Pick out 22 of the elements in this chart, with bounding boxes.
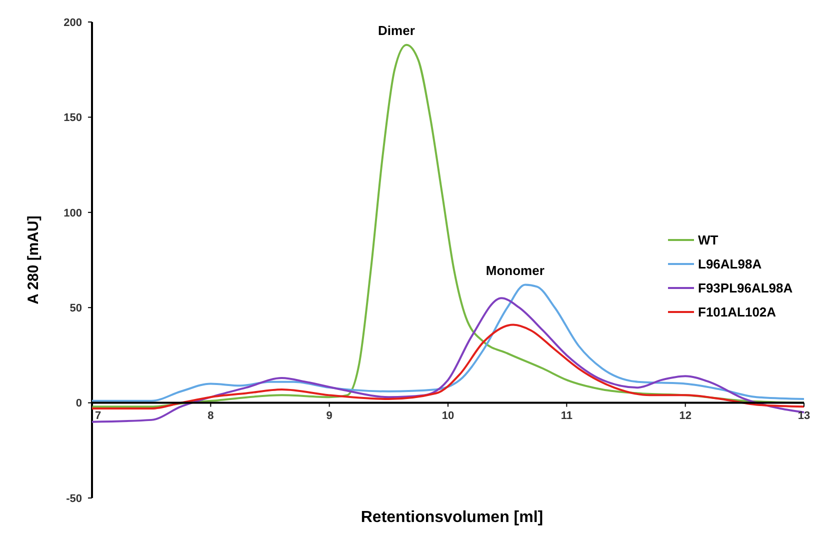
line-series xyxy=(91,324,805,410)
y-tick-label: 0 xyxy=(76,398,82,410)
x-axis-title: Retentionsvolumen [ml] xyxy=(360,509,544,526)
y-tick-label: 200 xyxy=(64,16,82,29)
x-tick-label: 13 xyxy=(798,410,810,422)
annotation: Monomer xyxy=(486,262,544,278)
legend-label: L96AL98A xyxy=(698,256,762,272)
y-axis-title: A 280 [mAU] xyxy=(25,216,42,304)
x-tick-label: 8 xyxy=(208,410,214,422)
legend-label: WT xyxy=(698,232,718,248)
legend-label: F93PL96AL98A xyxy=(698,280,794,296)
y-tick-label: 50 xyxy=(70,302,82,314)
x-tick-label: 9 xyxy=(326,410,332,422)
y-tick-label: 150 xyxy=(64,112,82,124)
x-tick-label: 11 xyxy=(560,410,572,422)
x-tick-label: 7 xyxy=(94,410,102,422)
annotation: Dimer xyxy=(378,22,415,38)
x-tick-label: 10 xyxy=(442,410,454,422)
x-tick-label: 12 xyxy=(679,410,692,422)
y-tick-label: -50 xyxy=(66,492,82,505)
legend-label: F101AL102A xyxy=(698,304,777,320)
y-tick-label: 100 xyxy=(64,207,82,220)
